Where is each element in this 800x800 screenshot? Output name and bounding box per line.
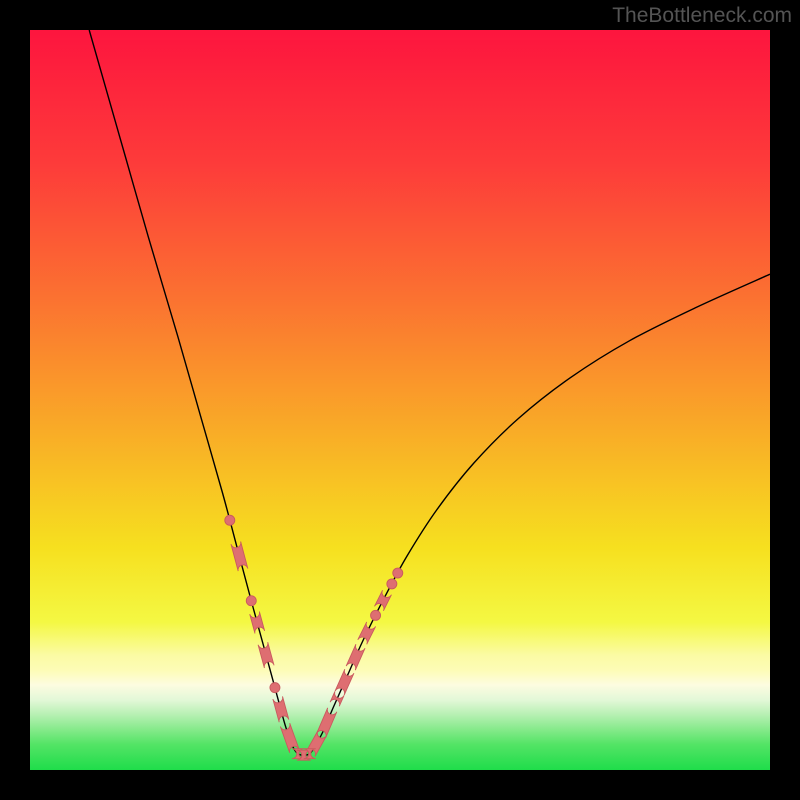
- curve-marker-dot: [371, 610, 381, 620]
- curve-marker-dot: [270, 683, 280, 693]
- curve-marker-dot: [387, 579, 397, 589]
- chart-svg: [0, 0, 800, 800]
- curve-marker-dot: [393, 568, 403, 578]
- curve-marker-dot: [246, 596, 256, 606]
- curve-marker-dot: [225, 515, 235, 525]
- figure-root: TheBottleneck.com: [0, 0, 800, 800]
- plot-background: [30, 30, 770, 770]
